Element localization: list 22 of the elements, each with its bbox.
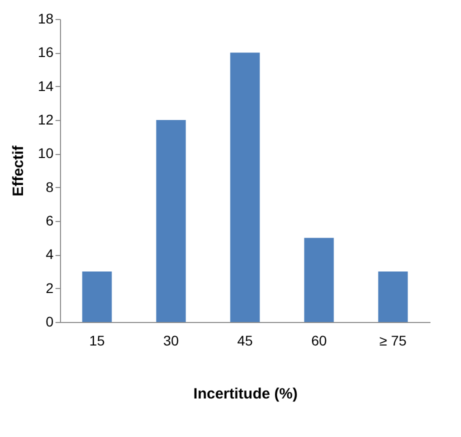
y-tick-label: 2 — [46, 280, 54, 296]
bar — [230, 52, 260, 322]
x-tick-label: 30 — [163, 332, 179, 348]
bar — [304, 238, 334, 322]
y-tick-label: 16 — [38, 44, 54, 60]
y-tick-label: 0 — [46, 314, 54, 330]
bar — [156, 120, 186, 322]
y-tick-label: 12 — [38, 112, 54, 128]
x-tick-label: 60 — [311, 332, 327, 348]
y-tick-label: 4 — [46, 246, 54, 262]
x-tick-label: 45 — [237, 332, 253, 348]
y-axis-title: Effectif — [10, 144, 27, 196]
bar — [378, 272, 408, 322]
x-tick-label: ≥ 75 — [379, 332, 407, 348]
bar — [82, 272, 112, 322]
y-tick-label: 6 — [46, 212, 54, 228]
y-tick-label: 10 — [38, 145, 54, 162]
x-tick-label: 15 — [89, 332, 105, 348]
y-tick-label: 18 — [38, 10, 54, 26]
x-axis-title: Incertitude (%) — [193, 386, 298, 402]
y-tick-label: 14 — [38, 78, 54, 94]
y-tick-label: 8 — [46, 178, 54, 195]
